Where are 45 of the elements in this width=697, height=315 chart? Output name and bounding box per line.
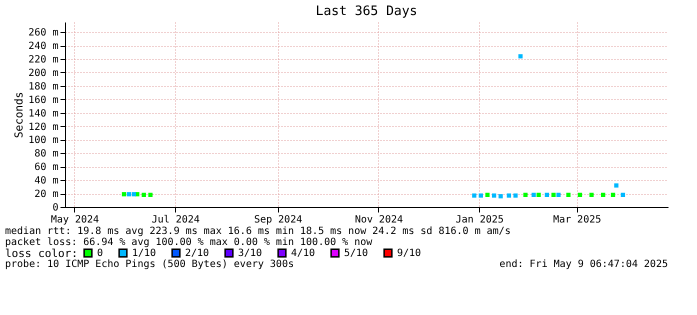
y-tick-label: 260 m [28,28,58,39]
point [532,192,536,198]
y-tick-label: 40 m [34,176,58,187]
legend-label: 1/10 [132,248,156,260]
text: end: Fri May 9 06:47:04 2025 [499,259,668,270]
legend-label: 2/10 [185,248,210,260]
text: median rtt: 19.8 ms avg 223.9 ms max 16.6 ms min 18.5 ms now 24.2 ms sd 816.0 m am/s [5,226,511,237]
y-tick-label: 20 m [34,189,58,200]
point [122,192,126,196]
point [478,193,483,198]
y-tick-label: 200 m [28,68,58,79]
y-tick-label: 0 [52,202,58,214]
x-tick-label: May 2024 [50,214,100,226]
legend-label: 4/10 [291,248,316,260]
text: probe: 10 ICMP Echo Pings (500 Bytes) every 300s [5,259,294,270]
legend-label: 0 [97,248,104,260]
text: packet loss: 66.94 % avg 100.00 % max 0.00 % min 100.00 % now [5,237,374,248]
x-tick-label: Jul 2024 [152,214,200,226]
point [126,192,132,196]
legend-label: 3/10 [238,248,262,260]
y-tick-label: 240 m [28,41,58,52]
point [472,193,476,198]
y-axis-title: Seconds [12,92,26,138]
point [614,183,618,188]
legend-label: 9/10 [397,248,422,260]
x-tick-label: Nov 2024 [354,214,404,226]
y-tick-label: 100 m [28,135,58,146]
point [536,192,541,198]
y-tick-label: 80 m [34,148,58,160]
x-tick-label: Mar 2025 [553,214,602,226]
legend-title: loss color: [5,247,78,260]
chart-title: Last 365 Days [316,4,418,19]
legend-label: 5/10 [344,248,368,260]
x-tick-label: Sep 2024 [254,214,302,226]
point [518,54,523,58]
point [142,192,146,198]
y-tick-label: 160 m [28,94,58,106]
x-tick-label: Jan 2025 [456,214,504,226]
y-tick-label: 140 m [28,108,58,120]
y-tick-label: 180 m [28,81,58,92]
point [498,194,503,198]
point [132,192,136,196]
y-tick-label: 220 m [28,54,58,66]
y-tick-label: 60 m [34,162,58,174]
y-tick-label: 120 m [28,122,58,133]
